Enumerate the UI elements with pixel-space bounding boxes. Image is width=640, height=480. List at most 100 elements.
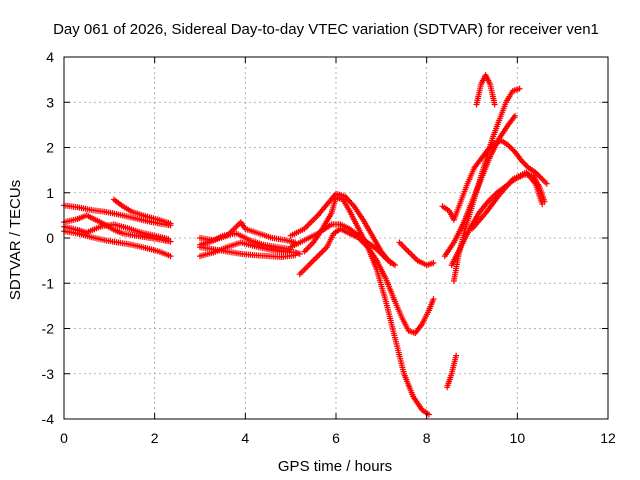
data-point-run [92, 216, 106, 227]
data-point-run [142, 245, 161, 255]
chart-title: Day 061 of 2026, Sidereal Day-to-day VTE… [53, 21, 599, 38]
data-point [491, 101, 498, 108]
y-tick-label: 3 [46, 94, 54, 110]
data-point-run [355, 232, 370, 245]
data-point-run [330, 227, 342, 237]
data-point-run [487, 137, 502, 160]
data-point-run [301, 241, 315, 255]
data-point-run [512, 149, 524, 163]
data-point-run [224, 248, 242, 257]
y-axis-label: SDTVAR / TECUs [7, 180, 24, 300]
data-point-run [269, 235, 288, 243]
x-axis-label: GPS time / hours [278, 458, 392, 475]
data-point-run [88, 206, 106, 215]
data-point-run [398, 314, 411, 332]
series-9 [197, 244, 299, 260]
data-layer [61, 72, 550, 418]
data-point-run [489, 119, 502, 142]
data-point-run [287, 238, 306, 251]
data-point-run [237, 250, 256, 258]
data-point-run [503, 89, 515, 106]
data-point-run [444, 372, 454, 391]
data-point-run [419, 309, 431, 327]
data-point [453, 352, 460, 359]
data-point-run [197, 244, 215, 252]
data-point [430, 259, 437, 266]
y-tick-label: 4 [46, 49, 54, 65]
data-point [516, 85, 523, 92]
data-point-run [469, 211, 488, 232]
data-point-run [382, 275, 398, 303]
data-point-run [101, 208, 120, 218]
data-point-run [119, 203, 134, 214]
data-point-run [156, 216, 172, 226]
data-point-run [242, 225, 260, 236]
data-point-run [539, 176, 549, 186]
grid [64, 57, 608, 419]
data-point-run [523, 169, 538, 186]
data-point-run [323, 232, 336, 251]
data-point-run [255, 230, 274, 241]
x-tick-label: 10 [510, 430, 526, 446]
data-point-run [224, 240, 242, 251]
data-point-run [373, 257, 388, 280]
data-point-run [405, 248, 420, 263]
data-point-run [364, 239, 379, 252]
data-point-run [129, 208, 147, 219]
series-19 [473, 72, 498, 108]
data-point-run [496, 101, 509, 124]
data-point-run [74, 204, 93, 213]
series-1 [61, 202, 174, 229]
data-point-run [391, 334, 407, 375]
data-point-run [326, 192, 338, 205]
data-point-run [469, 182, 482, 210]
series-7 [197, 219, 299, 246]
data-point [167, 220, 174, 227]
data-point-run [482, 137, 495, 165]
data-point-run [450, 255, 461, 284]
data-point-run [83, 212, 97, 222]
data-point-run [525, 164, 537, 175]
data-point [539, 201, 546, 208]
x-tick-label: 0 [60, 430, 68, 446]
data-point-run [505, 142, 517, 154]
x-tick-label: 8 [423, 430, 431, 446]
data-point-run [423, 260, 435, 269]
x-tick-label: 4 [241, 430, 249, 446]
data-point-run [88, 234, 106, 243]
data-point-run [382, 255, 397, 267]
data-point-run [373, 246, 388, 260]
data-point-run [462, 205, 475, 232]
data-point-run [457, 227, 472, 251]
y-tick-label: -1 [42, 275, 55, 291]
y-tick-label: -4 [42, 411, 55, 427]
series-3 [61, 228, 174, 260]
data-point-run [314, 245, 329, 260]
data-point [165, 235, 172, 242]
data-point-run [74, 213, 88, 222]
data-point-run [475, 160, 488, 187]
data-point-run [296, 263, 311, 278]
y-tick-label: 1 [46, 185, 54, 201]
data-point-run [219, 230, 238, 239]
data-point-run [373, 266, 389, 303]
data-point-run [401, 370, 416, 398]
data-point-run [473, 83, 484, 108]
x-tick-label: 6 [332, 430, 340, 446]
data-point-run [156, 248, 172, 259]
series-14 [396, 239, 437, 269]
data-point [430, 296, 437, 303]
data-point-run [101, 237, 120, 246]
data-point [292, 252, 299, 259]
data-point-run [382, 298, 398, 339]
data-point-run [410, 393, 424, 412]
data-point-run [496, 177, 515, 198]
data-point-run [509, 170, 528, 183]
data-point-run [110, 196, 125, 209]
series-5 [110, 196, 174, 227]
data-point [296, 250, 303, 257]
data-point-run [471, 157, 483, 171]
data-point [543, 180, 550, 187]
y-tick-label: -3 [42, 366, 55, 382]
